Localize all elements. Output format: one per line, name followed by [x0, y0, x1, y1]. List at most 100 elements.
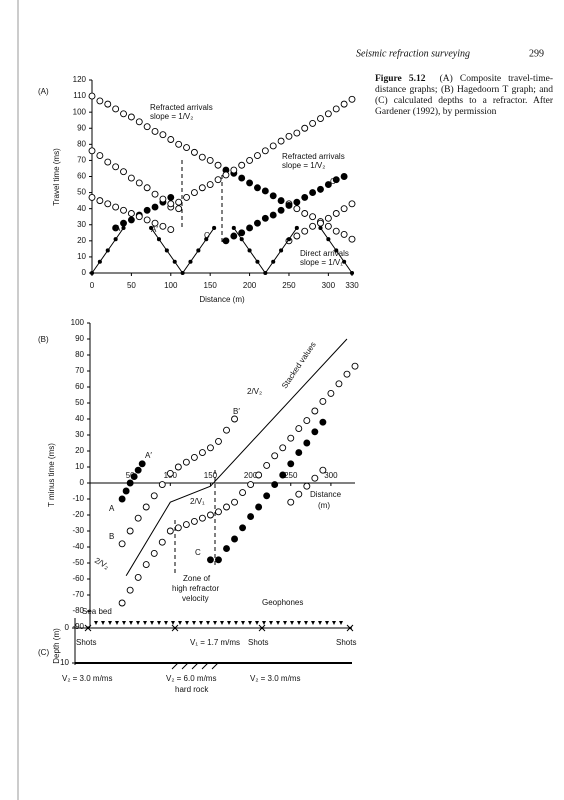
y-axis-label: T minus time (ms) — [47, 443, 56, 507]
point — [183, 193, 190, 201]
point — [324, 181, 332, 188]
point — [269, 142, 277, 150]
point — [151, 203, 159, 211]
geophone — [255, 621, 259, 625]
point — [303, 439, 311, 447]
point — [255, 471, 263, 479]
y-tick-label: 50 — [77, 188, 86, 197]
annotation: A′ — [151, 225, 158, 234]
point — [151, 128, 159, 135]
y-tick-label: 0 — [80, 478, 85, 487]
point — [279, 444, 287, 452]
x-axis-unit: (m) — [318, 501, 330, 510]
y-tick-label: 0 — [82, 268, 87, 277]
annotation: 2/V₂ — [247, 387, 262, 396]
y-tick-label: 20 — [75, 446, 84, 455]
point — [293, 198, 301, 206]
point — [261, 187, 269, 195]
point — [277, 197, 285, 205]
panel-label: (A) — [38, 87, 49, 96]
geophone — [136, 621, 140, 625]
geophone — [178, 621, 182, 625]
point — [204, 237, 209, 242]
point — [198, 449, 206, 457]
point — [261, 147, 269, 155]
geophone — [157, 621, 161, 625]
point — [332, 227, 340, 235]
point — [88, 147, 96, 155]
hatch — [171, 662, 219, 670]
geophone — [185, 621, 189, 625]
point — [198, 153, 206, 161]
annotation: velocity — [182, 594, 209, 603]
geophone — [332, 621, 336, 625]
x-tick-label: 300 — [322, 281, 336, 290]
rock-label: hard rock — [175, 685, 209, 694]
point — [263, 270, 268, 276]
point — [261, 214, 269, 222]
point — [167, 200, 175, 208]
annotation: A — [115, 224, 121, 233]
y-tick-label: 60 — [75, 382, 84, 391]
point — [150, 492, 158, 500]
geophone — [276, 621, 280, 625]
point — [127, 174, 135, 182]
geophone — [192, 621, 196, 625]
point — [255, 503, 263, 511]
velocity-label: V₂ = 6.0 m/ms — [166, 674, 216, 683]
y-tick-label: 80 — [75, 350, 84, 359]
point — [222, 237, 230, 245]
point — [174, 463, 182, 471]
x-tick-label: 100 — [164, 281, 178, 290]
point — [104, 100, 112, 108]
point — [207, 511, 214, 519]
point — [126, 479, 134, 487]
y-tick-label: 50 — [75, 398, 84, 407]
point — [343, 370, 351, 378]
point — [172, 259, 177, 264]
annotation: Stacked values — [280, 340, 318, 390]
point — [348, 235, 356, 243]
point — [88, 92, 96, 100]
point — [269, 211, 277, 219]
point — [230, 232, 238, 240]
point — [150, 549, 158, 557]
point — [223, 545, 230, 553]
point — [342, 259, 347, 264]
geophone — [241, 621, 245, 625]
point — [295, 449, 303, 457]
point — [166, 527, 174, 535]
geophone — [290, 621, 294, 625]
point — [238, 229, 246, 237]
y-tick-label: -40 — [72, 542, 84, 551]
shots-label: Shots — [248, 638, 268, 647]
y-tick-label: -10 — [72, 494, 84, 503]
point — [215, 508, 222, 516]
geophone — [283, 621, 287, 625]
y-tick-label: 10 — [77, 252, 86, 261]
point — [214, 161, 222, 169]
point — [254, 219, 261, 227]
point — [190, 517, 198, 525]
point — [309, 213, 317, 221]
point — [166, 469, 174, 477]
point — [279, 471, 287, 479]
geophone — [220, 621, 224, 625]
point — [143, 206, 151, 214]
x-tick-label: 200 — [243, 281, 257, 290]
annotation: slope = 1/V₁ — [300, 258, 343, 267]
y-tick-label: -80 — [72, 606, 84, 615]
point — [263, 461, 271, 469]
point — [164, 248, 169, 253]
x-tick-label: 50 — [127, 281, 136, 290]
annotation: Zone of — [183, 574, 211, 583]
annotation: Geophones — [262, 598, 303, 607]
point — [121, 225, 126, 231]
annotation: A′ — [145, 451, 152, 460]
point — [319, 397, 327, 405]
point — [112, 203, 120, 211]
point — [214, 176, 222, 184]
point — [127, 113, 135, 121]
point — [96, 97, 104, 105]
